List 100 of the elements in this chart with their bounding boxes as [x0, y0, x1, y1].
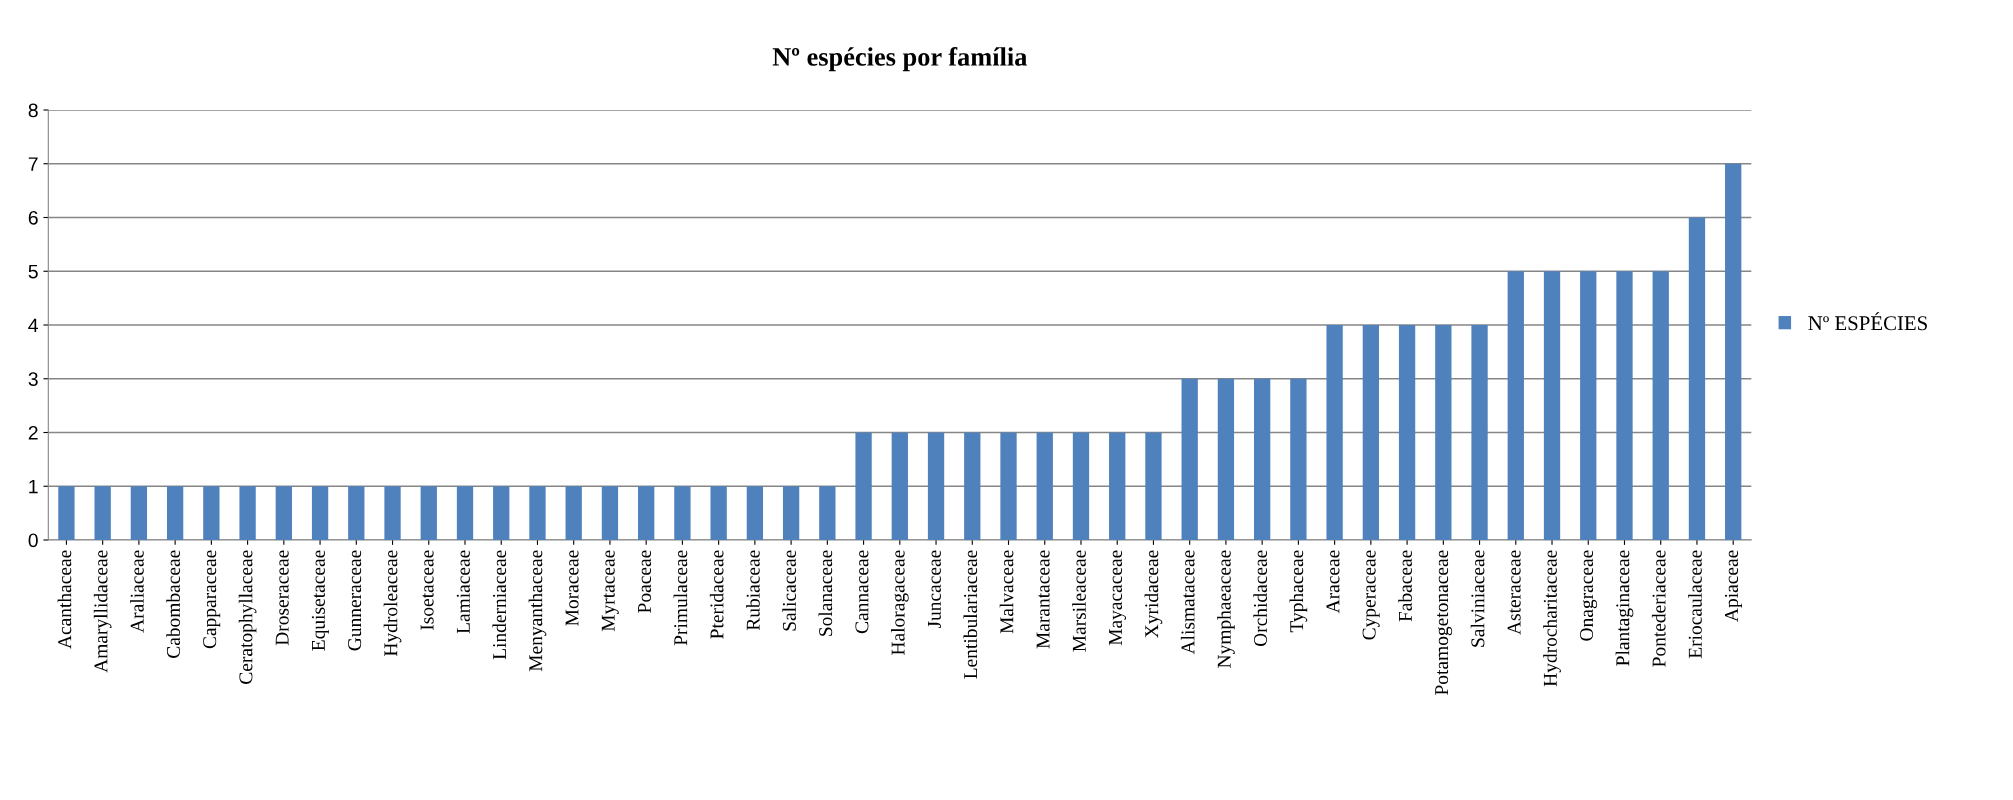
bar — [1326, 325, 1343, 540]
bar — [456, 486, 474, 540]
bar — [1290, 378, 1307, 540]
x-tick-label: Pontederiaceae — [1651, 550, 1666, 667]
x-tick-label: Nymphaeaceae — [1217, 550, 1235, 668]
x-tick-label: Pteridaceae — [709, 550, 724, 639]
x-tick-label: Droseraceae — [275, 550, 289, 646]
bar — [1254, 378, 1271, 540]
y-tick-label: 8 — [28, 103, 38, 118]
bar — [311, 486, 329, 540]
bar — [1181, 378, 1198, 540]
x-tick-label: Marsileaceae — [1072, 550, 1086, 652]
y-tick-label: 0 — [28, 533, 38, 548]
x-tick-label: Marantaceae — [1036, 550, 1050, 649]
x-tick-label: Menyanthaceae — [528, 550, 547, 672]
bar — [130, 486, 148, 540]
x-tick-label: Acanthaceae — [57, 550, 72, 649]
bar — [601, 486, 619, 540]
bar — [1000, 432, 1017, 540]
bar — [819, 486, 836, 540]
bar — [203, 486, 220, 540]
y-tick-label: 4 — [28, 318, 39, 333]
bar — [1435, 325, 1452, 540]
bar — [1362, 325, 1380, 540]
x-tick-label: Lamiaceae — [456, 550, 470, 634]
bar — [239, 486, 256, 540]
x-tick-label: Amaryllidaceae — [93, 550, 112, 673]
x-tick-label: Potamogetonaceae — [1435, 550, 1453, 695]
bar — [964, 432, 981, 540]
y-tick-label: 7 — [28, 157, 38, 171]
bar — [1145, 432, 1162, 540]
bar — [493, 486, 510, 540]
bar — [348, 486, 365, 540]
bar — [782, 486, 800, 540]
x-tick-label: Araceae — [1326, 550, 1340, 614]
x-tick-label: Rubiaceae — [746, 550, 760, 631]
x-tick-label: Linderniaceae — [492, 550, 507, 660]
legend-label: Nº ESPÉCIES — [1808, 312, 1927, 331]
bar — [1616, 271, 1633, 540]
bar — [674, 486, 691, 540]
x-tick-label: Asteraceae — [1507, 550, 1521, 635]
bar — [94, 486, 111, 540]
x-tick-label: Primulaceae — [673, 550, 688, 646]
bar — [1688, 217, 1706, 540]
bar — [1109, 432, 1126, 540]
y-tick-label: 6 — [28, 210, 38, 225]
x-tick-label: Eriocaulaceae — [1688, 550, 1702, 659]
bar — [1507, 271, 1524, 540]
bar — [1652, 271, 1669, 540]
x-tick-label: Araliaceae — [130, 550, 144, 633]
x-tick-label: Mayacaceae — [1109, 550, 1127, 646]
bar — [565, 486, 582, 540]
x-tick-label: Poaceae — [638, 550, 652, 613]
x-tick-label: Lentibulariaceae — [963, 550, 978, 679]
y-tick-label: 2 — [28, 425, 38, 440]
y-tick-label: 1 — [29, 479, 38, 494]
x-tick-label: Salviniaceae — [1470, 550, 1485, 647]
bar — [275, 486, 292, 540]
bar — [746, 486, 764, 540]
bar — [420, 486, 437, 540]
bar — [855, 432, 872, 540]
x-tick-label: Cabombaceae — [166, 550, 180, 658]
bar — [927, 432, 945, 540]
bar — [1543, 271, 1561, 540]
x-tick-label: Alismataceae — [1180, 550, 1195, 655]
x-tick-label: Fabaceae — [1398, 550, 1412, 622]
y-tick-label: 3 — [28, 372, 38, 386]
x-tick-label: Ceratophyllaceae — [238, 550, 257, 684]
bar — [1398, 325, 1416, 540]
bar — [1072, 432, 1090, 540]
bar — [710, 486, 727, 540]
x-tick-label: Haloragaceae — [890, 550, 909, 655]
x-tick-label: Gunneraceae — [348, 550, 362, 651]
x-tick-label: Moraceae — [565, 550, 579, 626]
bar — [1471, 325, 1488, 540]
bar — [529, 486, 546, 540]
bar — [1725, 163, 1742, 540]
x-tick-label: Orchidaceae — [1253, 550, 1268, 647]
x-tick-label: Onagraceae — [1580, 550, 1598, 641]
x-tick-label: Xyridaceae — [1144, 550, 1163, 638]
bar — [58, 486, 75, 540]
x-tick-label: Cyperaceae — [1362, 550, 1380, 640]
x-tick-label: Capparaceae — [203, 550, 221, 649]
bar — [1217, 378, 1235, 540]
bar — [891, 432, 908, 540]
bar — [166, 486, 184, 540]
x-tick-label: Hydrocharitaceae — [1543, 550, 1561, 687]
x-tick-label: Typhaceae — [1289, 550, 1308, 633]
x-tick-label: Malvaceae — [999, 550, 1014, 634]
chart-title: Nº espécies por família — [772, 46, 1028, 72]
x-tick-label: Cannaceae — [855, 550, 869, 634]
x-tick-label: Apiaceae — [1724, 550, 1743, 622]
x-tick-label: Solanaceae — [818, 550, 833, 636]
x-tick-label: Hydroleaceae — [383, 550, 402, 657]
x-tick-label: Plantaginaceae — [1615, 550, 1634, 666]
bar — [1036, 432, 1053, 540]
x-tick-label: Equisetaceae — [311, 550, 329, 651]
bar — [384, 486, 401, 540]
x-tick-label: Juncaceae — [927, 550, 941, 629]
bar — [638, 486, 655, 540]
